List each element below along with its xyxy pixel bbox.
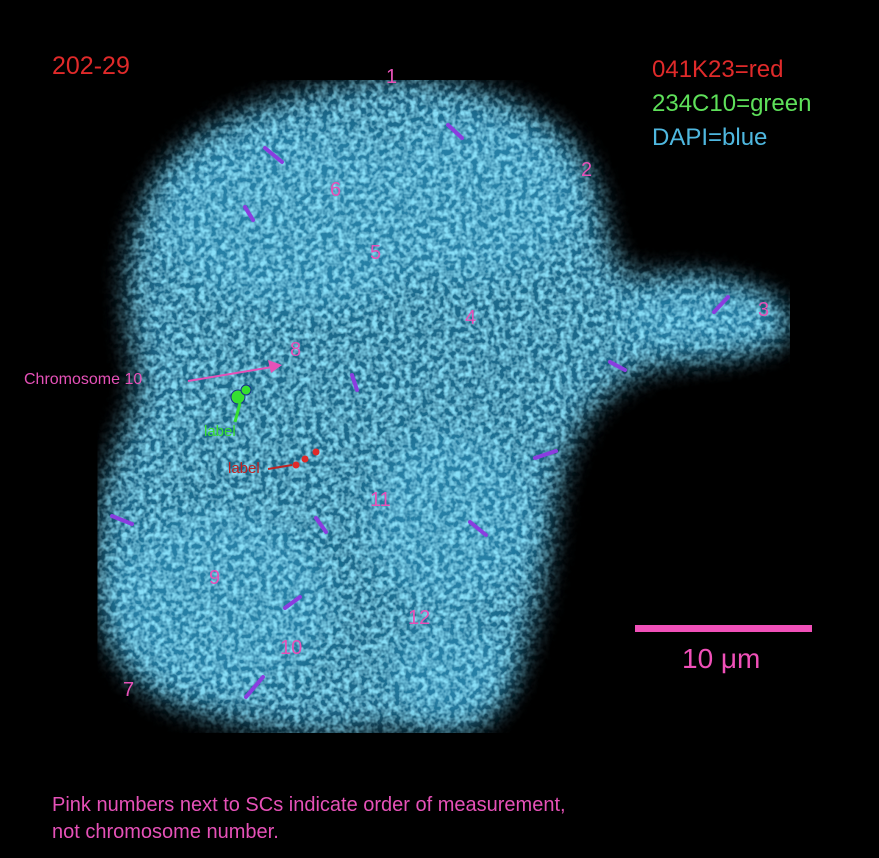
sc-number: 11 xyxy=(370,489,391,511)
legend-red: 041K23=red xyxy=(652,56,784,83)
sc-mark xyxy=(283,595,302,610)
legend-blue: DAPI=blue xyxy=(652,124,768,151)
sc-mark xyxy=(243,205,255,222)
sc-mark xyxy=(712,295,730,314)
sc-mark xyxy=(314,516,328,534)
green-label: label xyxy=(204,423,236,440)
chromosome-arrow xyxy=(187,366,273,382)
green-pointer xyxy=(233,402,242,423)
red-label: label xyxy=(228,460,260,477)
sc-mark xyxy=(263,146,284,164)
sc-mark xyxy=(533,449,558,460)
sc-number: 9 xyxy=(209,567,221,589)
sc-number: 12 xyxy=(408,607,431,629)
sc-number: 10 xyxy=(280,637,303,659)
sc-marks xyxy=(110,123,730,699)
sc-mark xyxy=(446,123,464,140)
legend-green: 234C10=green xyxy=(652,90,812,117)
red-signal xyxy=(292,448,320,469)
chromosome-label: Chromosome 10 xyxy=(24,371,143,388)
scale-bar xyxy=(635,625,812,632)
footnote-line-2: not chromosome number. xyxy=(52,821,279,843)
sc-mark xyxy=(608,360,627,372)
sc-number: 4 xyxy=(465,307,477,329)
sc-number: 1 xyxy=(386,66,398,88)
sc-number: 5 xyxy=(370,242,382,264)
sc-number: 3 xyxy=(758,299,770,321)
sc-mark xyxy=(468,520,488,537)
sc-number: 7 xyxy=(123,679,135,701)
footnote-line-1: Pink numbers next to SCs indicate order … xyxy=(52,794,566,816)
sc-number: 8 xyxy=(290,339,302,361)
green-signal xyxy=(230,384,252,405)
sc-mark xyxy=(350,373,359,392)
sample-id: 202-29 xyxy=(52,52,130,80)
sc-mark xyxy=(244,675,265,699)
scale-bar-label: 10 μm xyxy=(682,643,761,674)
red-pointer xyxy=(267,464,293,470)
sc-number: 2 xyxy=(581,159,593,181)
sc-mark xyxy=(110,514,134,526)
sc-number: 6 xyxy=(330,179,342,201)
